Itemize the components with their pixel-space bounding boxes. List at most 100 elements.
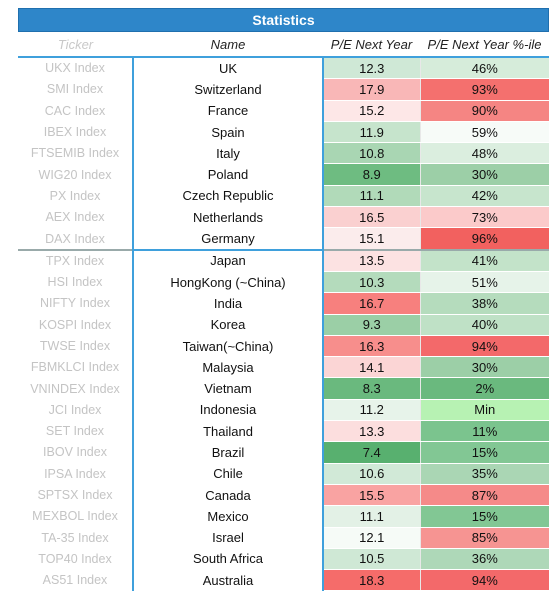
pct-cell[interactable]: 35% (420, 463, 549, 485)
name-cell[interactable]: Vietnam (132, 377, 324, 400)
ticker-cell[interactable]: AEX Index (18, 206, 134, 229)
table-row[interactable]: WIG20 Index Poland 8.9 30% (18, 163, 549, 186)
pe-cell[interactable]: 10.3 (323, 271, 421, 294)
pct-cell[interactable]: 15% (420, 441, 549, 464)
pe-cell[interactable]: 8.9 (323, 163, 421, 186)
pct-cell[interactable]: 85% (420, 527, 549, 549)
table-row[interactable]: SET Index Thailand 13.3 11% (18, 420, 549, 443)
pe-cell[interactable]: 16.7 (323, 292, 421, 315)
name-cell[interactable]: Indonesia (132, 399, 324, 422)
ticker-cell[interactable]: IBOV Index (18, 441, 134, 464)
pe-cell[interactable]: 12.1 (323, 527, 421, 549)
table-row[interactable]: NIFTY Index India 16.7 38% (18, 292, 549, 315)
table-row[interactable]: JCI Index Indonesia 11.2 Min (18, 399, 549, 422)
name-cell[interactable]: Italy (132, 142, 324, 165)
pct-cell[interactable]: 30% (420, 356, 549, 379)
ticker-cell[interactable]: TOP40 Index (18, 548, 134, 571)
table-row[interactable]: DAX Index Germany 15.1 96% (18, 227, 549, 251)
ticker-cell[interactable]: FTSEMIB Index (18, 142, 134, 165)
pe-cell[interactable]: 9.3 (323, 314, 421, 336)
table-row[interactable]: AS51 Index Australia 18.3 94% (18, 569, 549, 592)
pct-cell[interactable]: 42% (420, 185, 549, 208)
name-cell[interactable]: Chile (132, 463, 324, 485)
ticker-cell[interactable]: UKX Index (18, 57, 134, 80)
name-cell[interactable]: Canada (132, 484, 324, 507)
ticker-cell[interactable]: FBMKLCI Index (18, 356, 134, 379)
pct-cell[interactable]: 36% (420, 548, 549, 571)
pct-cell[interactable]: 48% (420, 142, 549, 165)
pct-cell[interactable]: 59% (420, 121, 549, 144)
pe-cell[interactable]: 15.2 (323, 100, 421, 122)
pct-cell[interactable]: 94% (420, 335, 549, 358)
name-cell[interactable]: Taiwan(~China) (132, 335, 324, 358)
pe-cell[interactable]: 11.2 (323, 399, 421, 422)
pct-cell[interactable]: 46% (420, 57, 549, 80)
table-row[interactable]: VNINDEX Index Vietnam 8.3 2% (18, 377, 549, 400)
table-row[interactable]: IPSA Index Chile 10.6 35% (18, 463, 549, 485)
table-row[interactable]: TOP40 Index South Africa 10.5 36% (18, 548, 549, 571)
pe-cell[interactable]: 10.5 (323, 548, 421, 571)
name-cell[interactable]: Czech Republic (132, 185, 324, 208)
ticker-cell[interactable]: CAC Index (18, 100, 134, 122)
ticker-cell[interactable]: PX Index (18, 185, 134, 208)
ticker-cell[interactable]: HSI Index (18, 271, 134, 294)
pe-cell[interactable]: 18.3 (323, 569, 421, 592)
pe-cell[interactable]: 17.9 (323, 78, 421, 101)
name-cell[interactable]: Thailand (132, 420, 324, 443)
table-row[interactable]: IBOV Index Brazil 7.4 15% (18, 441, 549, 464)
pct-cell[interactable]: 2% (420, 377, 549, 400)
pct-cell[interactable]: 73% (420, 206, 549, 229)
pe-cell[interactable]: 14.1 (323, 356, 421, 379)
ticker-cell[interactable]: VNINDEX Index (18, 377, 134, 400)
pe-cell[interactable]: 13.5 (323, 248, 421, 272)
ticker-cell[interactable]: SPTSX Index (18, 484, 134, 507)
pe-cell[interactable]: 13.3 (323, 420, 421, 443)
pe-cell[interactable]: 15.5 (323, 484, 421, 507)
table-row[interactable]: MEXBOL Index Mexico 11.1 15% (18, 505, 549, 528)
table-row[interactable]: SMI Index Switzerland 17.9 93% (18, 78, 549, 101)
pct-cell[interactable]: 40% (420, 314, 549, 336)
name-cell[interactable]: Mexico (132, 505, 324, 528)
ticker-cell[interactable]: JCI Index (18, 399, 134, 422)
ticker-cell[interactable]: TWSE Index (18, 335, 134, 358)
pe-cell[interactable]: 11.1 (323, 505, 421, 528)
pe-cell[interactable]: 16.3 (323, 335, 421, 358)
ticker-cell[interactable]: WIG20 Index (18, 163, 134, 186)
table-row[interactable]: SPTSX Index Canada 15.5 87% (18, 484, 549, 507)
table-row[interactable]: AEX Index Netherlands 16.5 73% (18, 206, 549, 229)
name-cell[interactable]: Switzerland (132, 78, 324, 101)
ticker-cell[interactable]: AS51 Index (18, 569, 134, 592)
name-cell[interactable]: Malaysia (132, 356, 324, 379)
pe-cell[interactable]: 10.8 (323, 142, 421, 165)
ticker-cell[interactable]: MEXBOL Index (18, 505, 134, 528)
ticker-cell[interactable]: KOSPI Index (18, 314, 134, 336)
ticker-cell[interactable]: IBEX Index (18, 121, 134, 144)
pe-cell[interactable]: 15.1 (323, 227, 421, 251)
name-cell[interactable]: Poland (132, 163, 324, 186)
name-cell[interactable]: Israel (132, 527, 324, 549)
pct-cell[interactable]: 87% (420, 484, 549, 507)
table-row[interactable]: IBEX Index Spain 11.9 59% (18, 121, 549, 144)
pct-cell[interactable]: 96% (420, 227, 549, 251)
pct-cell[interactable]: 93% (420, 78, 549, 101)
table-row[interactable]: CAC Index France 15.2 90% (18, 100, 549, 122)
name-cell[interactable]: South Africa (132, 548, 324, 571)
pct-cell[interactable]: 41% (420, 248, 549, 272)
pe-cell[interactable]: 16.5 (323, 206, 421, 229)
pct-cell[interactable]: 51% (420, 271, 549, 294)
table-row[interactable]: TPX Index Japan 13.5 41% (18, 248, 549, 272)
ticker-cell[interactable]: NIFTY Index (18, 292, 134, 315)
name-cell[interactable]: HongKong (~China) (132, 271, 324, 294)
table-row[interactable]: UKX Index UK 12.3 46% (18, 57, 549, 80)
table-row[interactable]: KOSPI Index Korea 9.3 40% (18, 314, 549, 336)
table-row[interactable]: TA-35 Index Israel 12.1 85% (18, 527, 549, 549)
name-cell[interactable]: Korea (132, 314, 324, 336)
pct-cell[interactable]: Min (420, 399, 549, 422)
header-pct[interactable]: P/E Next Year %-ile (420, 32, 549, 58)
table-row[interactable]: PX Index Czech Republic 11.1 42% (18, 185, 549, 208)
name-cell[interactable]: Spain (132, 121, 324, 144)
name-cell[interactable]: Japan (132, 248, 324, 272)
name-cell[interactable]: Germany (132, 227, 324, 251)
pct-cell[interactable]: 94% (420, 569, 549, 592)
ticker-cell[interactable]: SMI Index (18, 78, 134, 101)
